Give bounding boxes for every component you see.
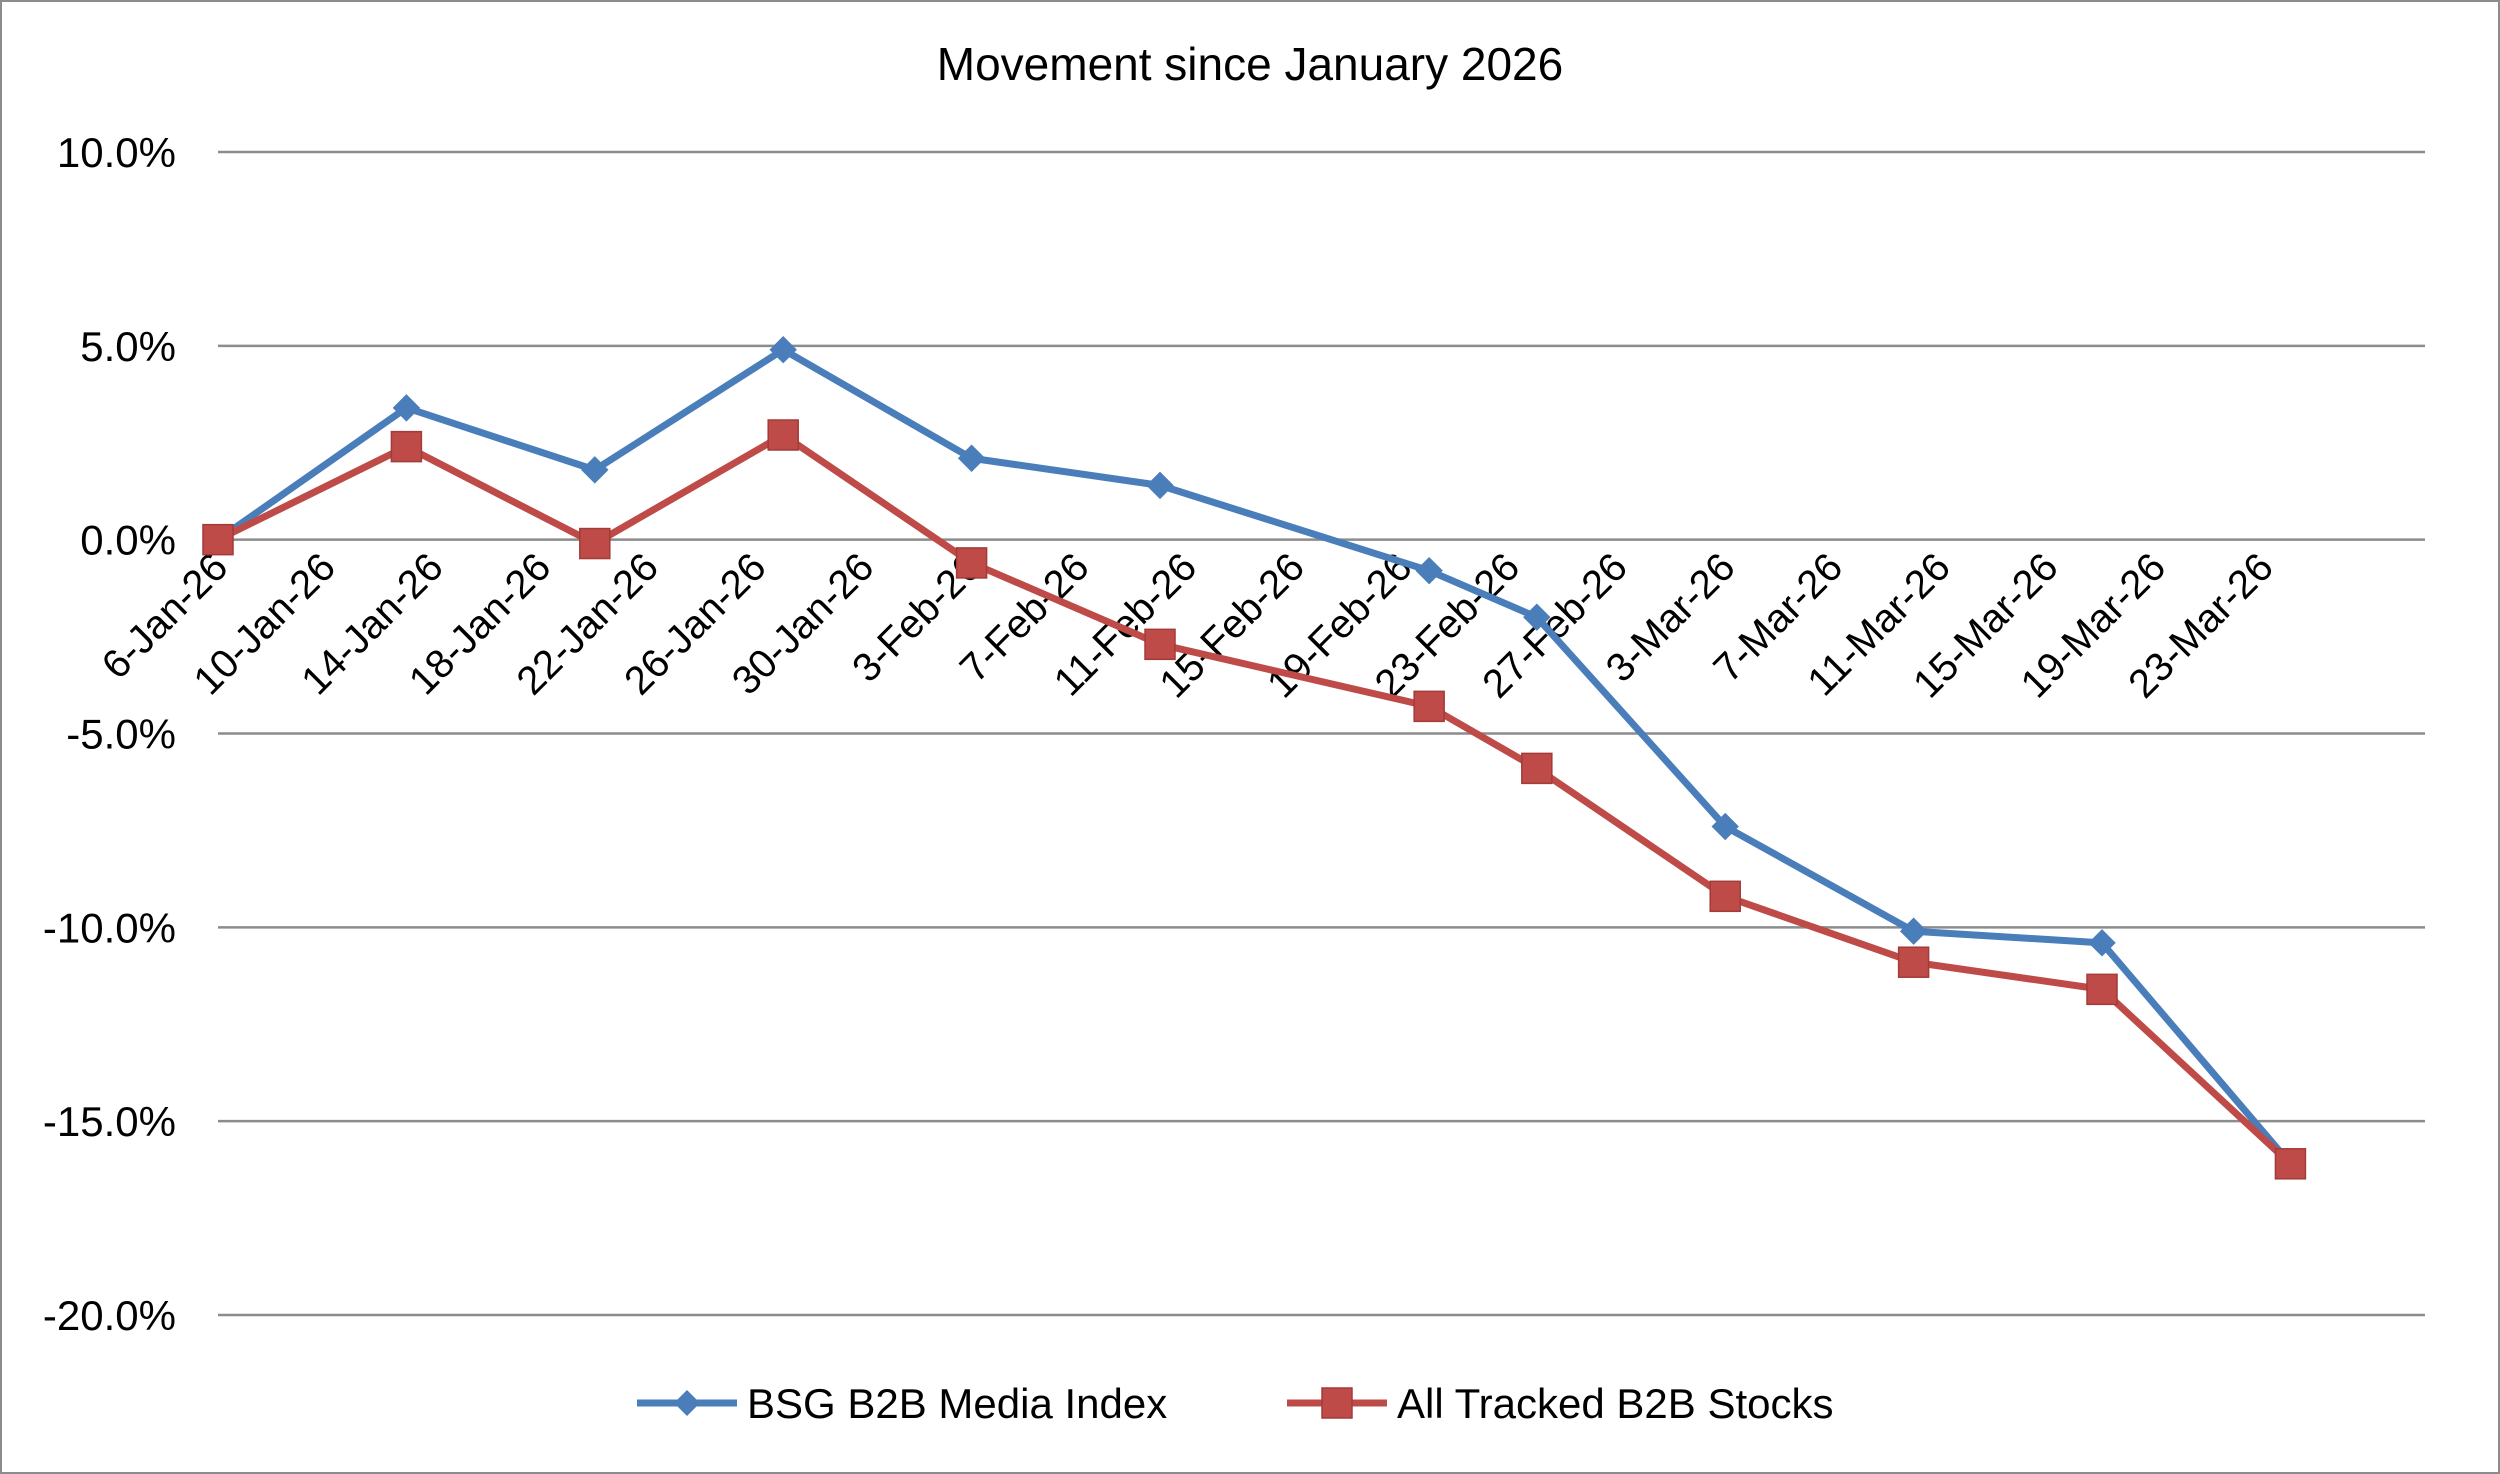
data-point-diamond <box>1146 471 1174 500</box>
data-point-diamond <box>1415 556 1443 585</box>
data-point-square <box>579 527 611 560</box>
data-point-diamond <box>1711 812 1739 841</box>
y-tick-label: 10.0% <box>57 129 176 176</box>
gridlines <box>218 150 2425 1317</box>
legend: BSG B2B Media Index All Tracked B2B Stock… <box>637 1380 1834 1427</box>
y-axis-tick-labels: 10.0% 5.0% 0.0% -5.0% -10.0% -15.0% -20.0% <box>43 129 176 1339</box>
x-axis-tick-labels: 6-Jan-2610-Jan-2614-Jan-2618-Jan-2622-Ja… <box>94 545 2282 707</box>
data-point-square <box>390 430 423 463</box>
data-point-square <box>955 547 988 579</box>
data-point-diamond <box>581 456 609 484</box>
data-point-square <box>1413 690 1445 723</box>
data-point-diamond <box>1523 603 1551 631</box>
data-point-square <box>2086 973 2118 1006</box>
data-point-diamond <box>957 444 986 472</box>
legend-marker-square <box>1321 1387 1353 1419</box>
data-point-square <box>1709 880 1741 913</box>
series-line <box>215 346 2294 1167</box>
series-group <box>202 336 2307 1180</box>
chart-title: Movement since January 2026 <box>937 38 1563 90</box>
data-point-diamond <box>1899 917 1928 945</box>
y-tick-label: -5.0% <box>66 711 176 758</box>
legend-marker-diamond <box>674 1390 700 1416</box>
legend-label: BSG B2B Media Index <box>747 1380 1167 1427</box>
data-point-square <box>767 419 799 451</box>
data-point-square <box>2274 1148 2307 1180</box>
y-tick-label: -10.0% <box>43 904 176 951</box>
data-point-square <box>1897 946 1930 978</box>
data-point-diamond <box>769 336 797 364</box>
legend-label: All Tracked B2B Stocks <box>1397 1380 1834 1427</box>
y-tick-label: -20.0% <box>43 1292 176 1339</box>
y-tick-label: -15.0% <box>43 1098 176 1145</box>
y-tick-label: 5.0% <box>80 323 176 370</box>
series-line <box>216 431 2293 1167</box>
data-point-diamond <box>2088 929 2116 957</box>
data-point-square <box>202 523 234 556</box>
data-point-square <box>1144 628 1176 661</box>
y-tick-label: 0.0% <box>80 517 176 564</box>
data-point-diamond <box>392 394 421 422</box>
data-point-square <box>1521 752 1553 785</box>
